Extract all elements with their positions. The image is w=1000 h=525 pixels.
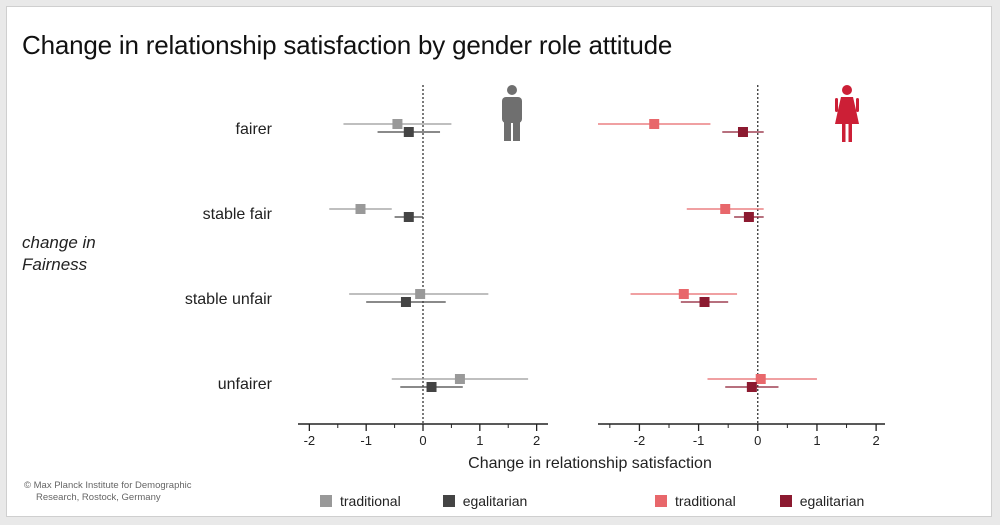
point-men-traditional-fairer bbox=[392, 119, 403, 129]
chart-title: Change in relationship satisfaction by g… bbox=[22, 30, 673, 60]
legend-men-egalitarian-label: egalitarian bbox=[462, 493, 528, 509]
legend-women: traditional egalitarian bbox=[655, 492, 864, 510]
x-tick-label-men--1: -1 bbox=[360, 433, 372, 448]
point-men-egalitarian-unfairer bbox=[426, 382, 437, 392]
point-men-traditional-stable-fair bbox=[355, 204, 366, 214]
woman-icon bbox=[835, 85, 859, 142]
man-icon-leg-left bbox=[504, 120, 511, 141]
point-men-traditional-unfairer bbox=[454, 374, 465, 384]
woman-icon-head bbox=[842, 85, 852, 95]
category-label-fairer: fairer bbox=[236, 121, 273, 138]
category-label-stable-fair: stable fair bbox=[203, 206, 273, 223]
point-women-egalitarian-fairer bbox=[737, 127, 748, 137]
x-tick-label-men-1: 1 bbox=[476, 433, 483, 448]
woman-icon-dress bbox=[835, 97, 859, 124]
panel-men: -2 -1 0 1 2 bbox=[298, 85, 548, 448]
x-tick-label-women--2: -2 bbox=[634, 433, 646, 448]
man-icon bbox=[502, 85, 522, 141]
woman-icon-arm-right bbox=[856, 98, 859, 112]
credit-line2: Research, Rostock, Germany bbox=[36, 492, 161, 503]
legend-women-egalitarian-label: egalitarian bbox=[799, 493, 865, 509]
category-label-unfairer: unfairer bbox=[218, 376, 273, 393]
legend-women-traditional-swatch bbox=[655, 495, 667, 507]
x-tick-label-men-0: 0 bbox=[419, 433, 426, 448]
legend-men: traditional egalitarian bbox=[320, 492, 527, 510]
credit: © Max Planck Institute for Demographic R… bbox=[24, 480, 224, 504]
x-tick-label-women-0: 0 bbox=[754, 433, 761, 448]
man-icon-body bbox=[502, 97, 522, 123]
legend-men-traditional-label: traditional bbox=[340, 493, 401, 509]
legend-men-egalitarian-swatch bbox=[442, 495, 455, 507]
x-tick-label-men-2: 2 bbox=[533, 433, 540, 448]
point-women-traditional-fairer bbox=[649, 119, 660, 129]
x-tick-label-men--2: -2 bbox=[304, 433, 316, 448]
man-icon-leg-right bbox=[513, 120, 520, 141]
point-men-egalitarian-stable-unfair bbox=[400, 297, 411, 307]
point-men-traditional-stable-unfair bbox=[415, 289, 426, 299]
point-women-traditional-stable-fair bbox=[720, 204, 731, 214]
credit-line1: © Max Planck Institute for Demographic bbox=[24, 480, 192, 491]
y-axis-label-line1: change in bbox=[22, 233, 96, 252]
point-men-egalitarian-stable-fair bbox=[403, 212, 414, 222]
x-tick-label-women-1: 1 bbox=[813, 433, 820, 448]
legend-men-traditional-swatch bbox=[320, 495, 332, 507]
point-men-egalitarian-fairer bbox=[403, 127, 414, 137]
point-women-traditional-unfairer bbox=[755, 374, 766, 384]
panel-women: -2 -1 0 1 2 bbox=[598, 85, 885, 448]
x-tick-label-women--1: -1 bbox=[693, 433, 705, 448]
y-axis-label-line2: Fairness bbox=[22, 255, 88, 274]
x-axis-title: Change in relationship satisfaction bbox=[468, 455, 712, 472]
chart-frame bbox=[6, 6, 992, 517]
point-women-egalitarian-stable-unfair bbox=[699, 297, 710, 307]
x-tick-label-women-2: 2 bbox=[873, 433, 880, 448]
point-women-egalitarian-unfairer bbox=[746, 382, 757, 392]
point-women-traditional-stable-unfair bbox=[678, 289, 689, 299]
point-women-egalitarian-stable-fair bbox=[743, 212, 754, 222]
legend-women-traditional-label: traditional bbox=[675, 493, 736, 509]
legend-women-egalitarian-swatch bbox=[779, 495, 792, 507]
woman-icon-leg-right bbox=[848, 124, 852, 142]
y-axis-label: change in Fairness bbox=[22, 232, 142, 276]
category-label-stable-unfair: stable unfair bbox=[185, 291, 273, 308]
woman-icon-leg-left bbox=[842, 124, 846, 142]
woman-icon-arm-left bbox=[835, 98, 838, 112]
man-icon-head bbox=[507, 85, 517, 95]
